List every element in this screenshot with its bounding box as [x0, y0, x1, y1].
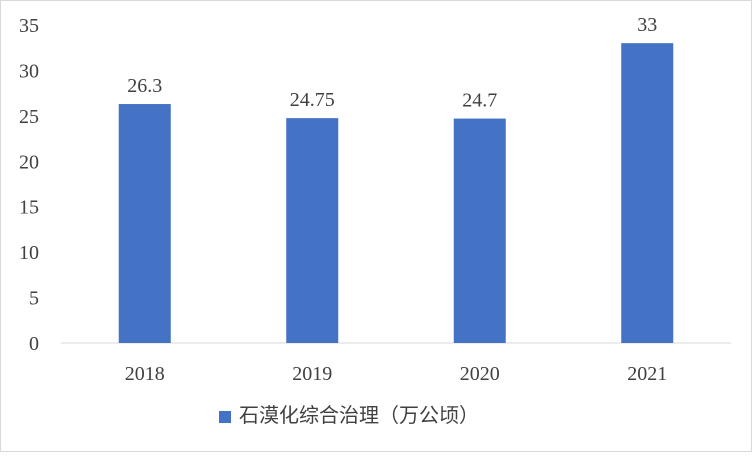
y-tick-label: 20 [19, 151, 39, 173]
data-label-2020: 24.7 [462, 90, 497, 112]
bar-2020 [453, 118, 506, 343]
y-tick-label: 35 [19, 15, 39, 37]
data-label-2021: 33 [637, 14, 657, 36]
bar-2021 [621, 43, 674, 344]
x-tick-label-2018: 2018 [125, 363, 165, 385]
legend: 石漠化综合治理（万公顷） [219, 404, 479, 427]
legend-label: 石漠化综合治理（万公顷） [239, 404, 479, 427]
y-tick-label: 15 [19, 197, 39, 219]
x-axis: 2018 2019 2020 2021 [61, 342, 731, 385]
bar-series [118, 43, 674, 344]
y-tick-label: 10 [19, 242, 39, 264]
y-tick-label: 0 [29, 333, 39, 355]
data-labels: 26.3 24.75 24.7 33 [127, 14, 657, 111]
legend-swatch [219, 411, 231, 423]
x-tick-label-2020: 2020 [460, 363, 500, 385]
x-tick-label-2021: 2021 [627, 363, 667, 385]
y-tick-label: 5 [29, 288, 39, 310]
bar-2018 [118, 104, 171, 343]
data-label-2019: 24.75 [290, 89, 335, 111]
y-axis: 0 5 10 15 20 25 30 35 [19, 15, 39, 355]
y-tick-label: 30 [19, 60, 39, 82]
bar-2019 [286, 118, 339, 343]
x-tick-label-2019: 2019 [292, 363, 332, 385]
y-tick-label: 25 [19, 106, 39, 128]
data-label-2018: 26.3 [127, 75, 162, 97]
